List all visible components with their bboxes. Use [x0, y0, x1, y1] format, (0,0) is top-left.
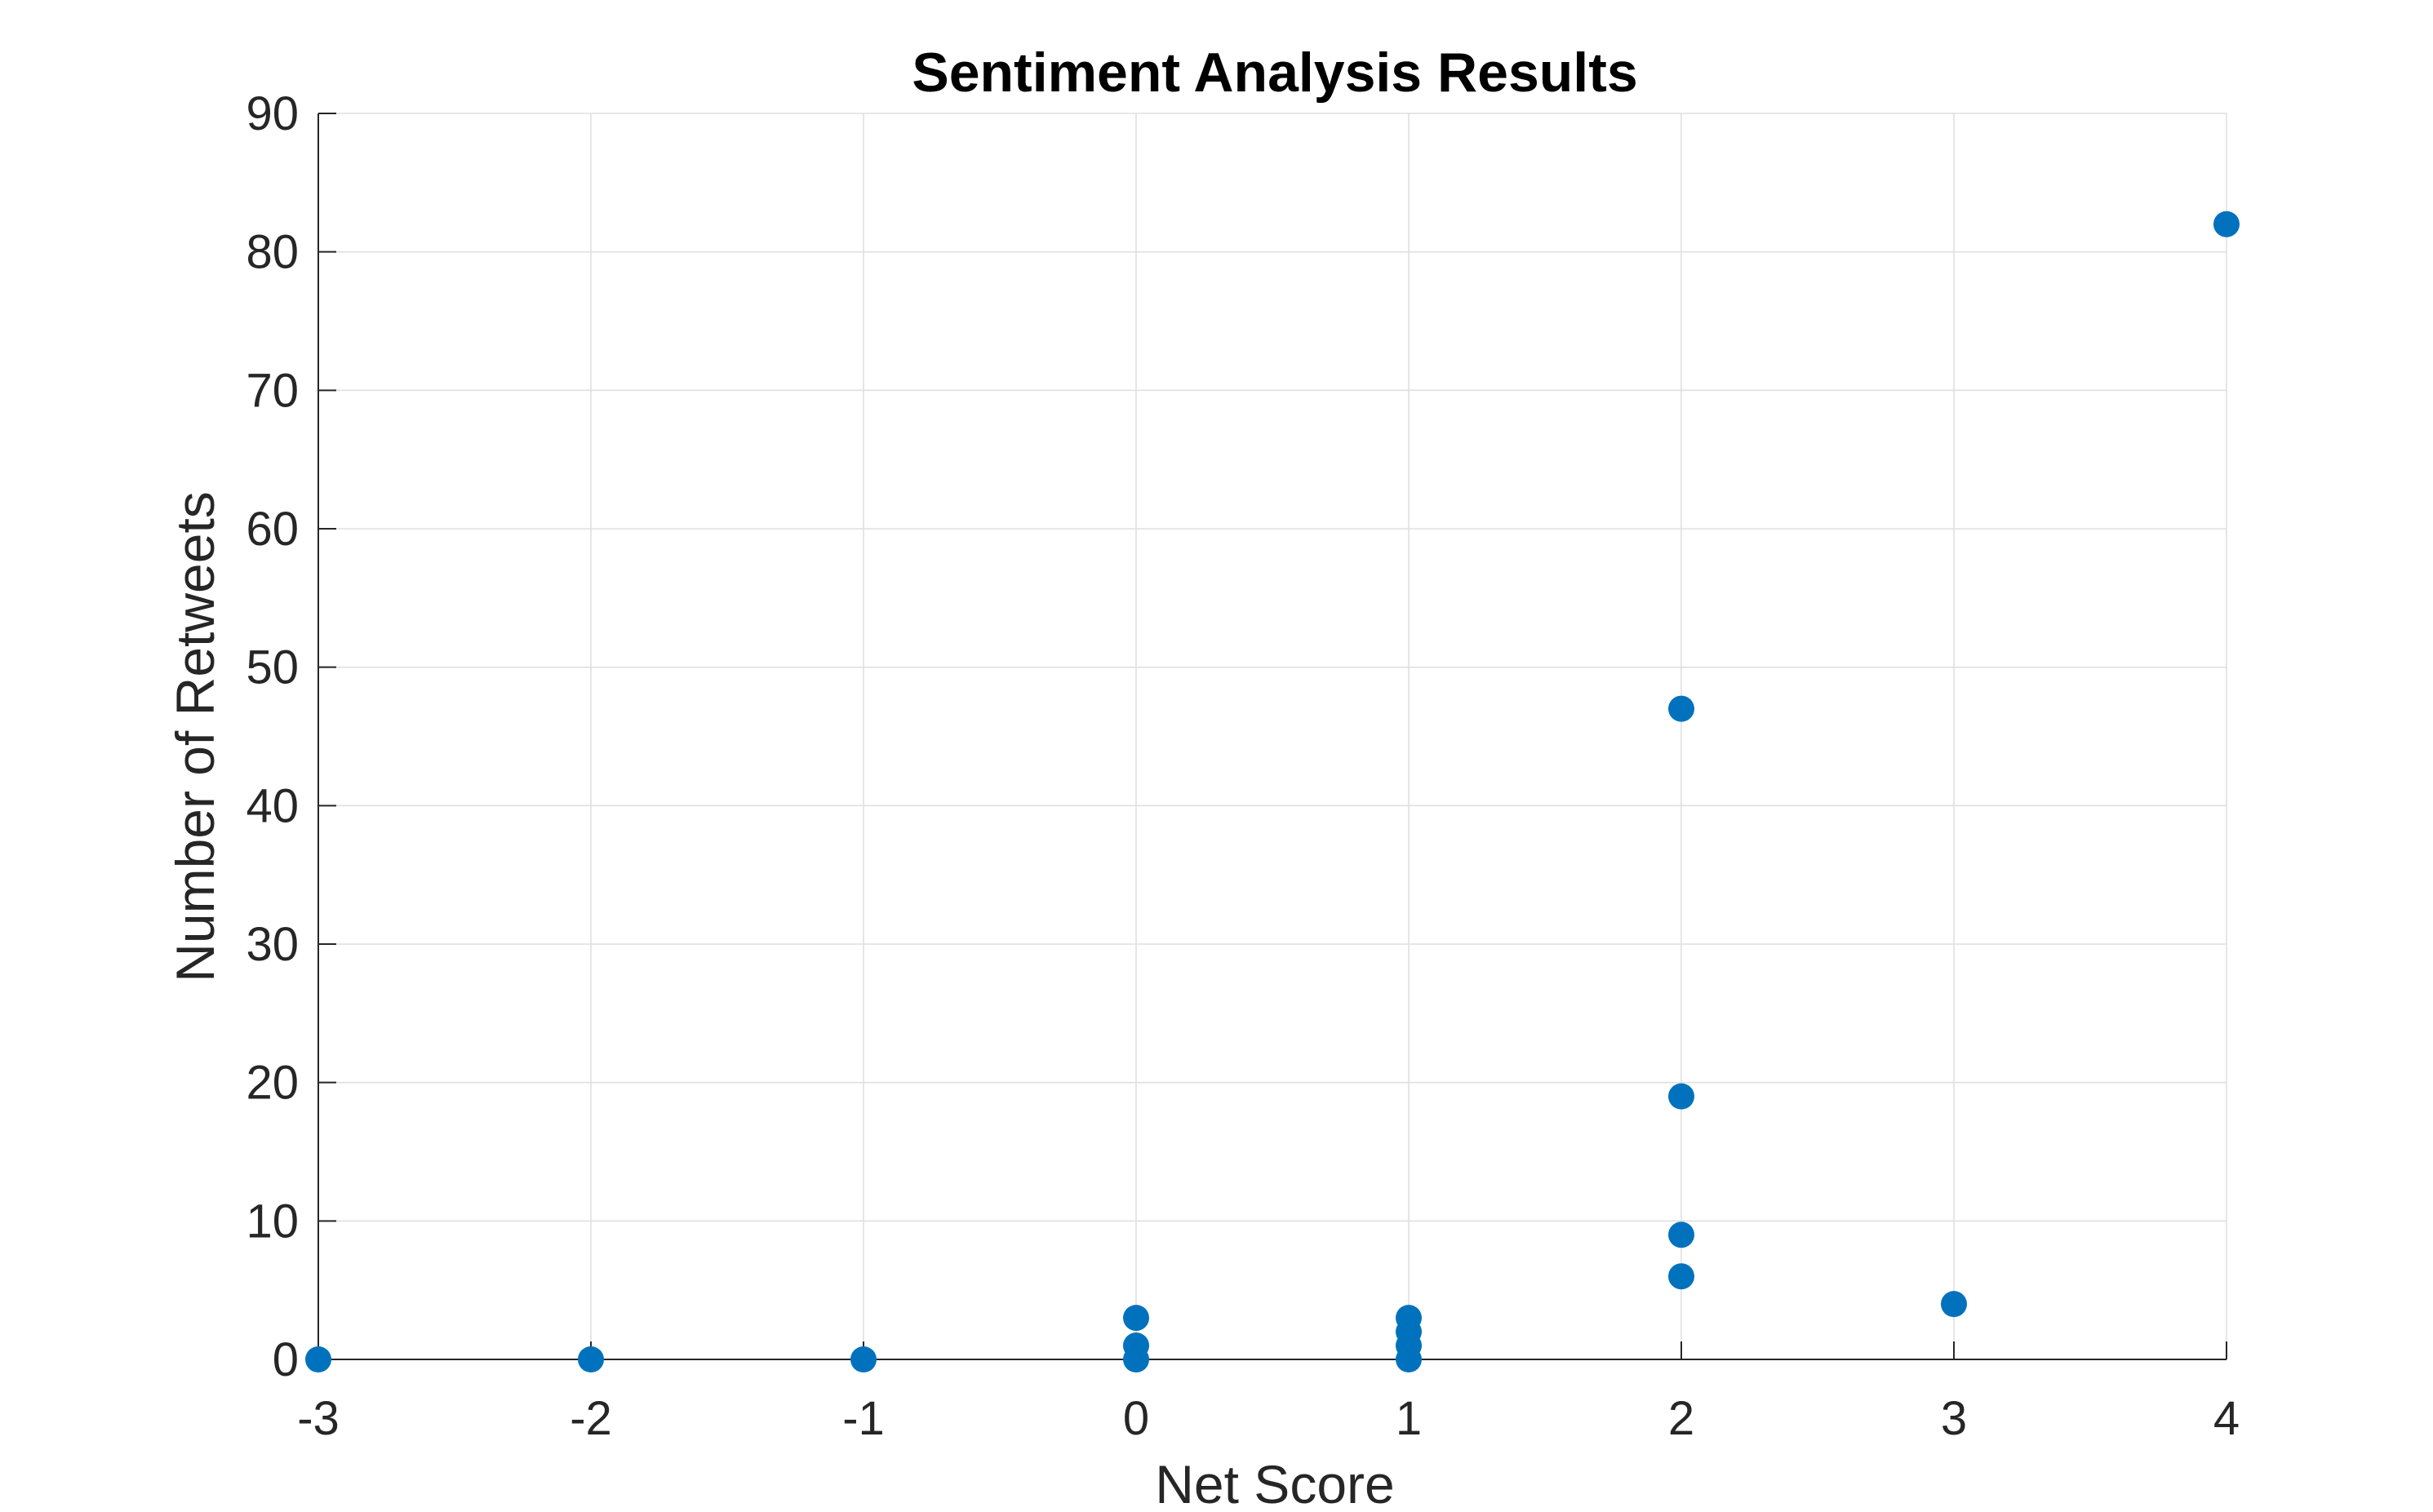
data-point: [1668, 1083, 1694, 1110]
x-tick-label: -2: [570, 1392, 612, 1445]
x-tick-label: 2: [1668, 1392, 1694, 1445]
data-point: [1123, 1332, 1149, 1359]
y-tick-label: 90: [246, 87, 299, 140]
x-tick-label: 1: [1396, 1392, 1422, 1445]
grid-lines: [318, 113, 2227, 1359]
y-tick-label: 0: [273, 1333, 299, 1386]
y-tick-label: 20: [246, 1057, 299, 1110]
data-point: [305, 1346, 331, 1372]
data-point: [2213, 211, 2240, 237]
x-tick-label: 3: [1941, 1392, 1967, 1445]
chart-title: Sentiment Analysis Results: [912, 42, 1637, 104]
x-tick-label: -3: [297, 1392, 340, 1445]
x-tick-label: -1: [842, 1392, 885, 1445]
data-points: [305, 211, 2240, 1372]
y-tick-label: 80: [246, 226, 299, 279]
y-axis-label: Number of Retweets: [165, 491, 225, 982]
data-point: [578, 1346, 604, 1372]
y-tick-label: 60: [246, 503, 299, 556]
data-point: [850, 1346, 877, 1372]
x-axis-label: Net Score: [1155, 1454, 1394, 1512]
y-tick-label: 40: [246, 779, 299, 832]
y-tick-label: 10: [246, 1195, 299, 1248]
y-tick-label: 30: [246, 918, 299, 971]
data-point: [1668, 1222, 1694, 1248]
y-tick-label: 70: [246, 364, 299, 417]
data-point: [1941, 1291, 1967, 1318]
x-tick-label: 4: [2213, 1392, 2240, 1445]
data-point: [1396, 1305, 1422, 1332]
y-tick-label: 50: [246, 641, 299, 694]
data-point: [1668, 1263, 1694, 1290]
data-point: [1668, 695, 1694, 722]
x-tick-label: 0: [1123, 1392, 1149, 1445]
data-point: [1123, 1305, 1149, 1332]
